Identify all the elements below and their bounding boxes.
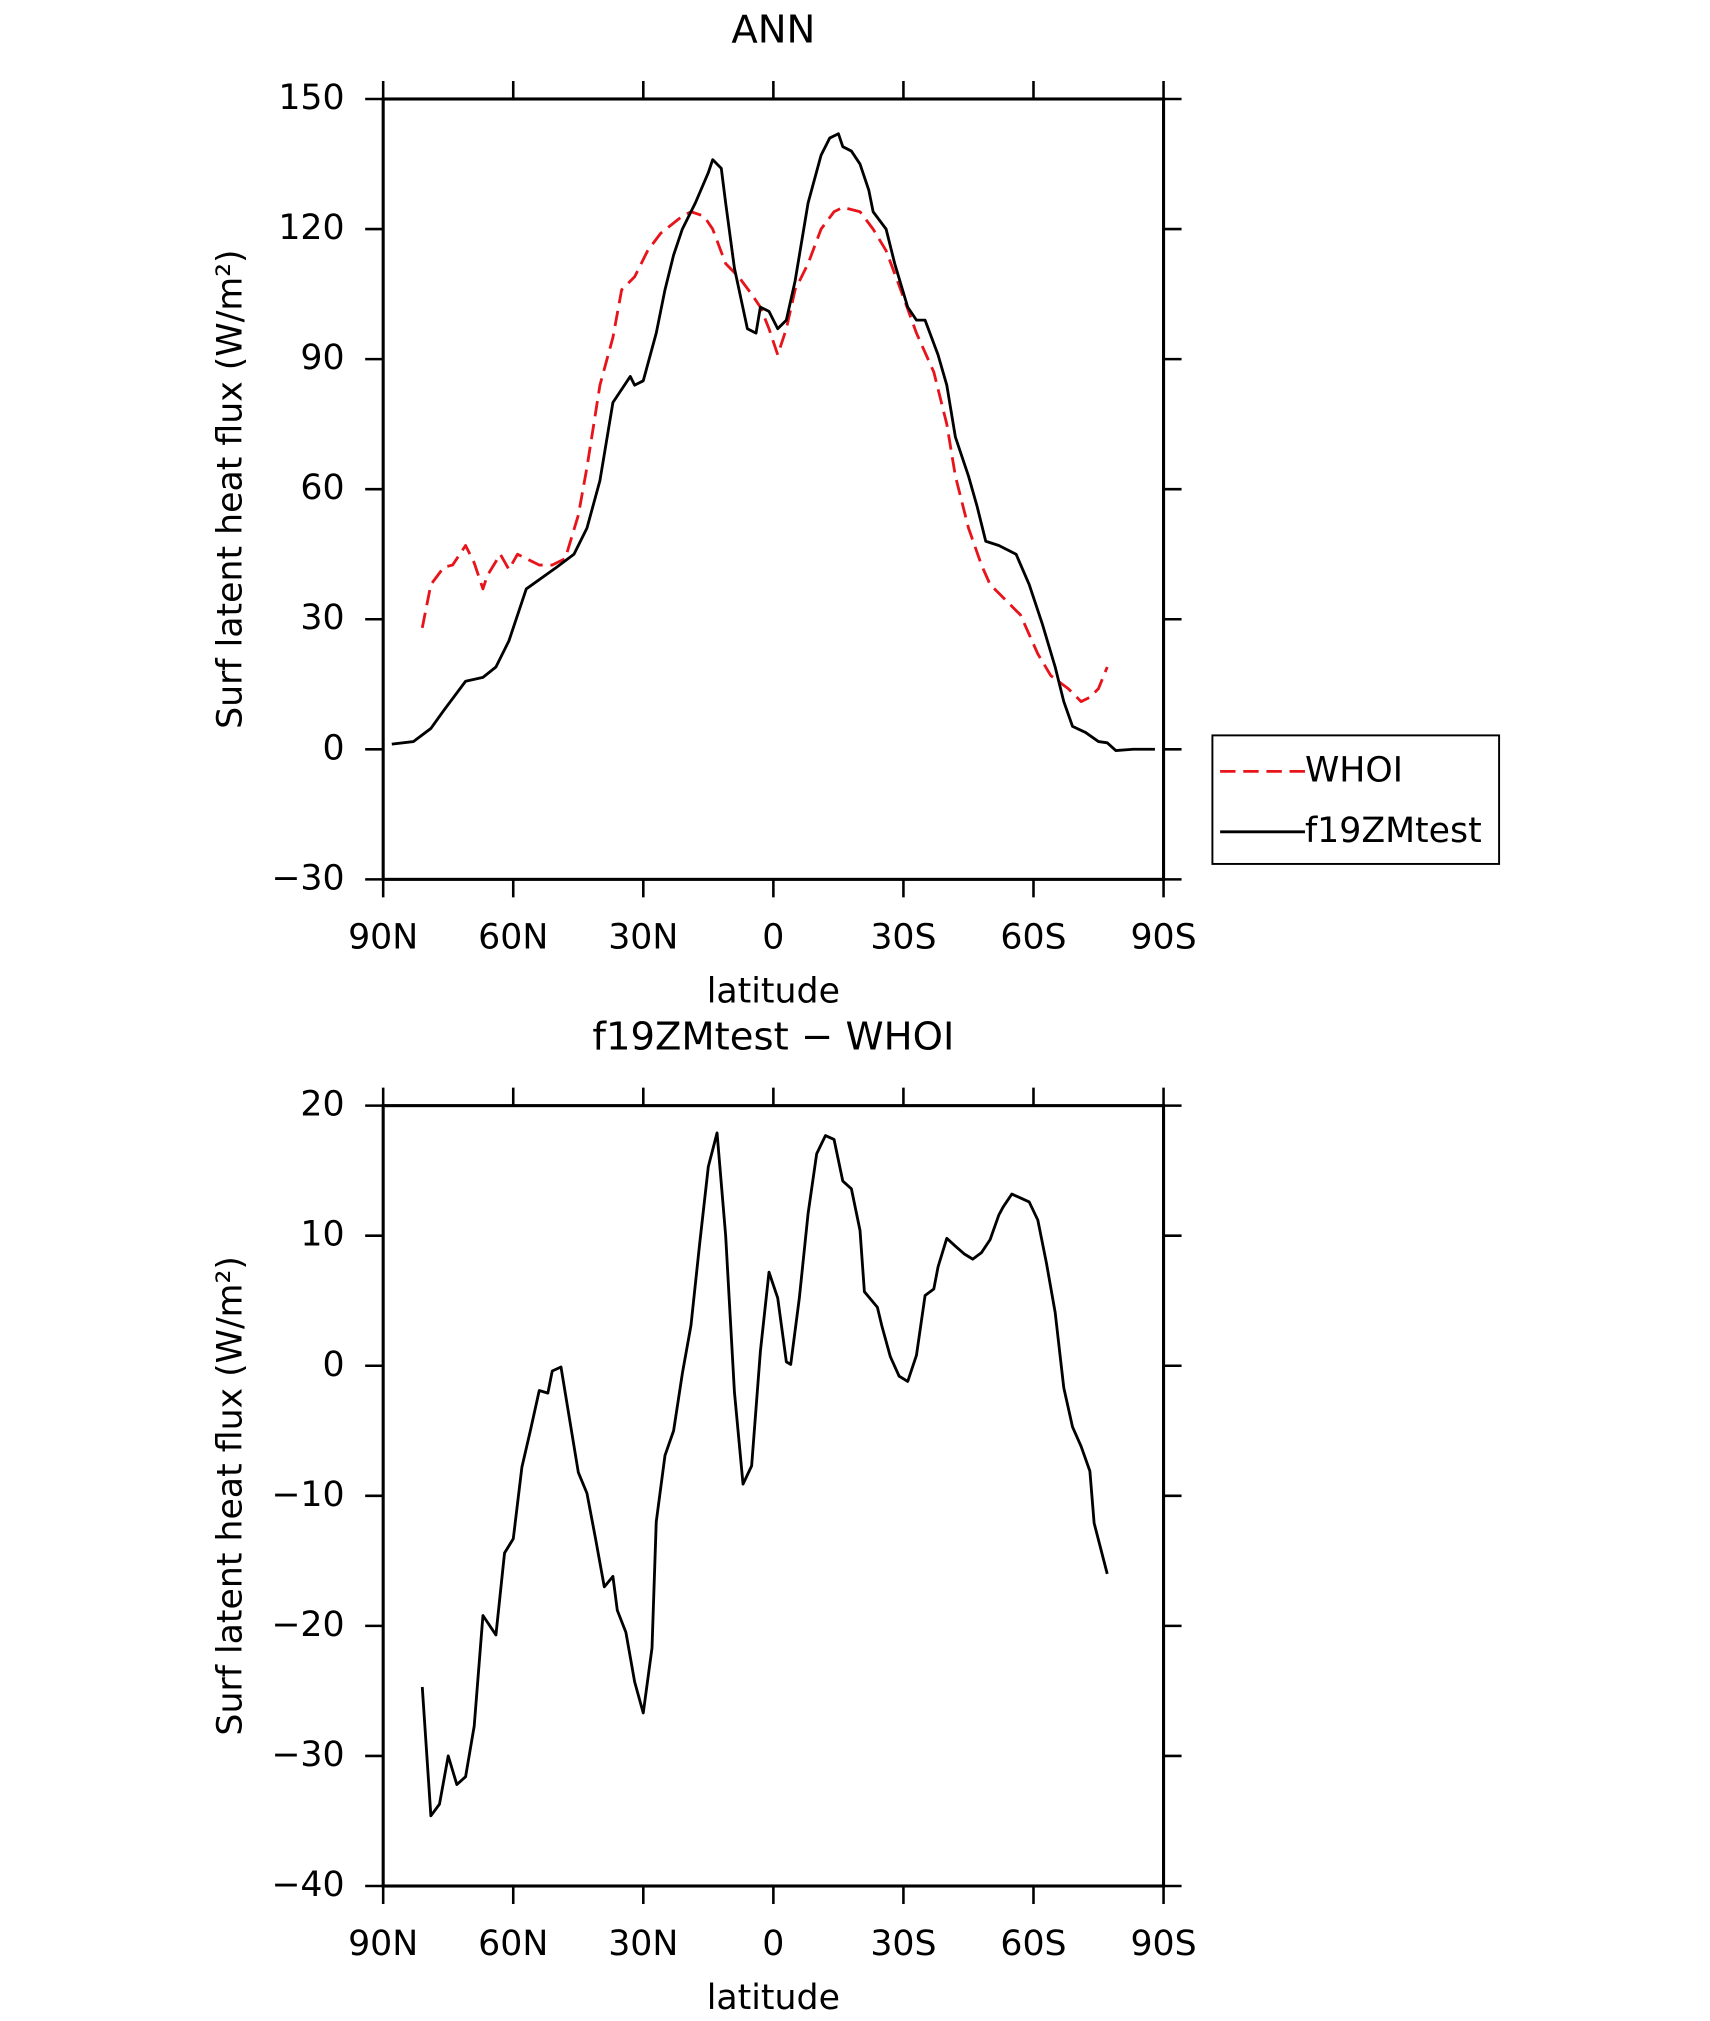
plot-frame <box>381 97 1166 881</box>
y-axis-label: Surf latent heat flux (W/m²) <box>210 1256 250 1736</box>
x-tick-label: 0 <box>762 918 784 958</box>
x-tick-label: 90N <box>348 1924 418 1964</box>
x-tick-label: 90S <box>1130 1924 1196 1964</box>
x-tick-label: 90N <box>348 918 418 958</box>
y-tick-label: −10 <box>271 1475 344 1515</box>
y-tick-label: −30 <box>271 1735 344 1775</box>
x-tick-label: 0 <box>762 1924 784 1964</box>
y-tick-label: 150 <box>278 78 344 118</box>
y-tick-label: 20 <box>300 1085 344 1125</box>
data-line <box>420 1131 1109 1818</box>
x-axis-label: latitude <box>707 1978 840 2018</box>
plot-frame <box>381 1104 1166 1888</box>
x-tick-label: 30S <box>870 918 936 958</box>
legend-label: f19ZMtest <box>1305 811 1482 851</box>
x-tick-label: 60N <box>478 918 548 958</box>
y-tick-label: 60 <box>300 468 344 508</box>
data-line <box>391 132 1155 752</box>
x-tick-label: 60N <box>478 1924 548 1964</box>
x-axis-label: latitude <box>707 972 840 1012</box>
y-tick-label: −40 <box>271 1865 344 1905</box>
y-tick-label: −30 <box>271 858 344 898</box>
y-tick-label: −20 <box>271 1605 344 1645</box>
y-tick-label: 30 <box>300 598 344 638</box>
y-tick-label: 120 <box>278 208 344 248</box>
x-tick-label: 60S <box>1000 1924 1066 1964</box>
chart-title: f19ZMtest − WHOI <box>592 1014 954 1059</box>
x-tick-label: 30N <box>608 918 678 958</box>
y-tick-label: 0 <box>323 728 345 768</box>
legend-label: WHOI <box>1305 750 1403 790</box>
y-tick-label: 10 <box>300 1215 344 1255</box>
y-tick-label: 90 <box>300 338 344 378</box>
x-tick-label: 30S <box>870 1924 936 1964</box>
x-tick-label: 90S <box>1130 918 1196 958</box>
x-tick-label: 30N <box>608 1924 678 1964</box>
data-line <box>420 205 1109 703</box>
x-tick-label: 60S <box>1000 918 1066 958</box>
y-tick-label: 0 <box>323 1345 345 1385</box>
y-axis-label: Surf latent heat flux (W/m²) <box>210 249 250 729</box>
chart-title: ANN <box>731 8 815 53</box>
legend-box <box>1211 734 1501 865</box>
